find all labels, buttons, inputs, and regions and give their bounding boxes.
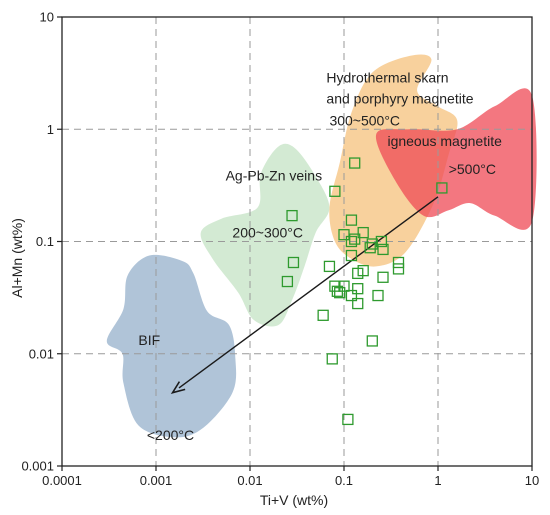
data-point: [375, 235, 388, 248]
data-point: [349, 157, 361, 169]
data-point: [366, 238, 378, 250]
data-point: [345, 249, 358, 262]
data-point: [286, 209, 298, 222]
trend-arrow-line: [178, 196, 439, 389]
data-point: [392, 263, 405, 275]
field-bif: [106, 254, 237, 438]
y-tick-label: 10: [40, 10, 54, 25]
data-point: [352, 283, 364, 295]
field-label: and porphyry magnetite: [326, 90, 473, 106]
trend-arrow-layer: [170, 196, 439, 394]
data-point: [342, 413, 354, 426]
fields-layer: [106, 54, 537, 438]
field-label: >500°C: [449, 161, 496, 177]
x-tick-label: 0.0001: [42, 473, 82, 488]
field-label: igneous magnetite: [387, 133, 502, 149]
y-tick-label: 0.1: [36, 234, 54, 249]
field-label: <200°C: [147, 427, 194, 443]
data-point: [287, 256, 300, 269]
data-point: [331, 285, 344, 297]
field-label: 300~500°C: [329, 112, 400, 128]
data-point: [357, 226, 369, 239]
x-tick-label: 1: [434, 473, 441, 488]
x-tick-label: 10: [525, 473, 539, 488]
data-point: [326, 353, 338, 365]
field-labels-layer: Hydrothermal skarn and porphyry magnetite…: [138, 70, 502, 443]
data-point: [352, 267, 364, 280]
field-label: Hydrothermal skarn: [326, 70, 448, 86]
field-label: Ag-Pb-Zn veins: [226, 167, 322, 183]
data-point: [352, 297, 364, 310]
data-point: [345, 214, 358, 226]
data-point: [372, 289, 384, 302]
data-point: [377, 271, 389, 283]
data-point: [281, 275, 294, 288]
grid-layer: [62, 17, 532, 466]
data-point: [345, 235, 358, 248]
x-tick-label: 0.1: [335, 473, 353, 488]
data-point: [364, 242, 376, 254]
x-tick-label: 0.001: [140, 473, 173, 488]
data-point: [338, 229, 350, 241]
data-points-layer: [281, 157, 448, 426]
data-point: [377, 243, 389, 256]
field-label: BIF: [138, 332, 160, 348]
data-point: [323, 260, 336, 273]
data-point: [334, 287, 346, 299]
data-point: [317, 309, 329, 321]
y-tick-label: 1: [47, 122, 54, 137]
field-igneous: [375, 88, 537, 230]
y-tick-label: 0.001: [21, 459, 54, 474]
data-point: [392, 256, 405, 269]
x-axis-label: Ti+V (wt%): [260, 492, 328, 508]
field-label: 200~300°C: [232, 225, 303, 241]
data-point: [345, 289, 358, 302]
trend-arrow-head: [170, 381, 186, 394]
data-point: [436, 182, 448, 194]
y-tick-label: 0.01: [29, 346, 54, 361]
y-axis-label: Al+Mn (wt%): [9, 218, 25, 298]
data-point: [349, 233, 361, 245]
data-point: [366, 335, 378, 347]
x-tick-label: 0.01: [237, 473, 262, 488]
field-ag-pb-zn: [200, 143, 330, 327]
data-point: [329, 185, 341, 197]
